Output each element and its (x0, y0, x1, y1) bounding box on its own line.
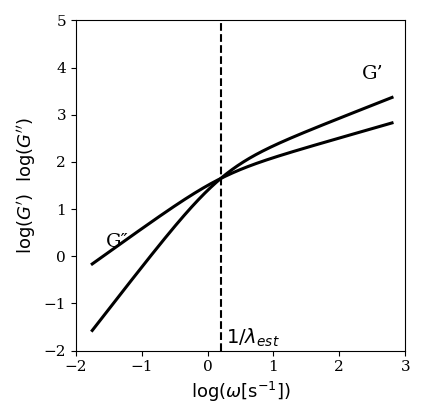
Y-axis label: $\log(G')$  $\log(G'')$: $\log(G')$ $\log(G'')$ (15, 117, 38, 254)
Text: G″: G″ (105, 233, 128, 251)
Text: G’: G’ (363, 65, 384, 83)
X-axis label: $\log(\omega[\mathrm{s}^{-1}])$: $\log(\omega[\mathrm{s}^{-1}])$ (191, 380, 290, 404)
Text: $1/\lambda_{est}$: $1/\lambda_{est}$ (226, 326, 280, 349)
